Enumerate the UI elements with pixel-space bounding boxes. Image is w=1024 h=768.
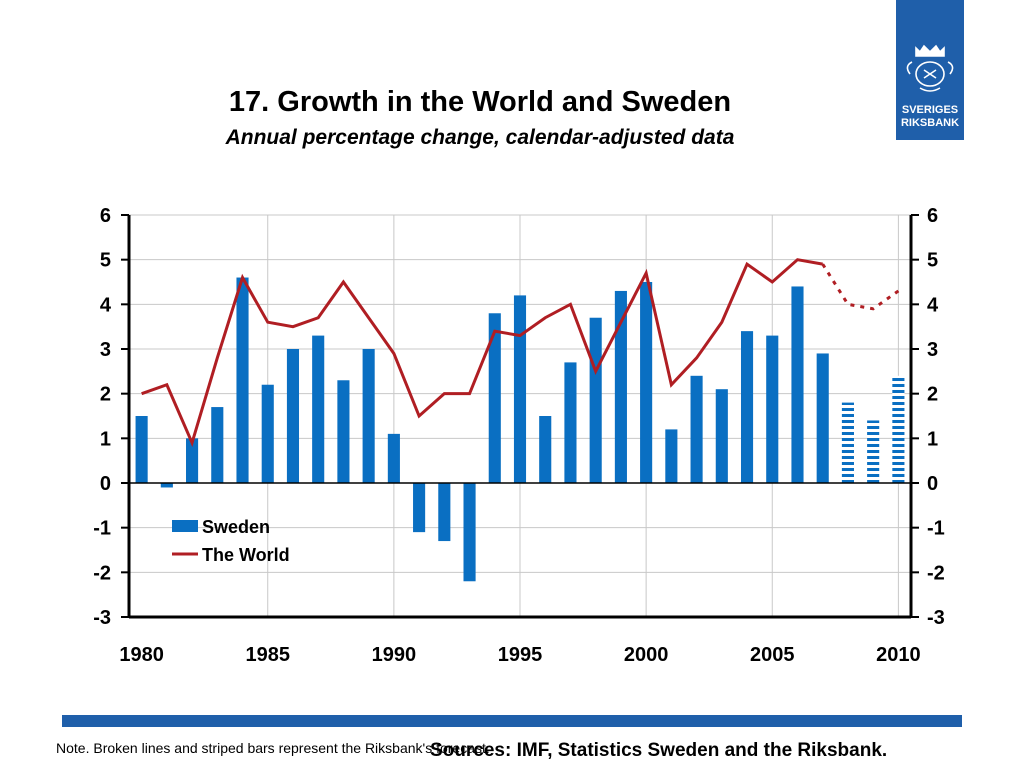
x-tick-label: 2000: [624, 644, 669, 666]
y-tick-label-right: -1: [927, 518, 945, 540]
bar-sweden-1985: [261, 384, 274, 483]
bar-sweden-2010: [892, 375, 905, 483]
y-tick-label-right: -2: [927, 562, 945, 584]
bar-sweden-1984: [236, 277, 249, 483]
y-tick-label-right: 2: [927, 384, 938, 406]
x-tick-label: 2005: [750, 644, 795, 666]
line-world-historical: [141, 258, 823, 448]
y-tick-label-left: -1: [93, 518, 111, 540]
y-tick-label-left: 1: [100, 428, 111, 450]
bar-sweden-1982: [186, 438, 199, 483]
bar-sweden-1980: [135, 416, 148, 483]
crown-seal-icon: [906, 44, 954, 92]
bar-sweden-1996: [539, 416, 552, 483]
bar-sweden-1986: [286, 349, 300, 483]
y-tick-label-left: 3: [100, 339, 111, 361]
x-tick-label: 1995: [498, 644, 543, 666]
x-tick-label: 1990: [372, 644, 417, 666]
legend-label-world: The World: [202, 545, 290, 565]
bar-sweden-2005: [766, 335, 779, 483]
chart: -3 -3 -2 -2 -1 -1 0 0 1 1 2 2 3 3 4 4 5 5 6 6 1980 1985 1990 19…: [93, 205, 945, 666]
y-tick-label-left: 5: [100, 250, 111, 272]
chart-title: 17. Growth in the World and Sweden: [228, 86, 732, 118]
footer-rule: [62, 715, 962, 727]
y-tick-label-right: 4: [927, 294, 939, 316]
y-tick-label-right: 5: [927, 250, 938, 272]
y-tick-label-left: 6: [100, 205, 111, 227]
chart-subtitle: Annual percentage change, calendar-adjus…: [225, 126, 735, 149]
bar-sweden-2001: [665, 429, 678, 483]
bar-sweden-1981: [160, 483, 173, 488]
bar-sweden-1991: [413, 483, 426, 533]
axes: -3 -3 -2 -2 -1 -1 0 0 1 1 2 2 3 3 4 4 5 5 6 6 1980 1985 1990 19…: [93, 205, 945, 666]
legend-swatch-sweden: [172, 520, 198, 532]
legend-label-sweden: Sweden: [202, 517, 270, 537]
bar-sweden-1993: [463, 483, 476, 582]
logo-text-sveriges: SVERIGES: [901, 104, 959, 116]
riksbank-logo: SVERIGES RIKSBANK: [896, 0, 964, 140]
footer-sources: Sources: IMF, Statistics Sweden and the …: [430, 740, 888, 761]
bar-sweden-1995: [513, 295, 527, 483]
line-world-forecast: [821, 263, 900, 311]
bar-sweden-1997: [564, 362, 577, 483]
y-tick-label-left: -3: [93, 607, 111, 629]
bar-sweden-2003: [715, 389, 728, 483]
bar-sweden-2008: [841, 402, 854, 483]
bar-sweden-2007: [816, 353, 829, 483]
x-tick-label: 1980: [119, 644, 164, 666]
bar-sweden-1983: [211, 407, 224, 483]
bar-sweden-1994: [488, 313, 501, 483]
bar-sweden-1989: [362, 349, 375, 483]
bar-sweden-2006: [791, 286, 804, 483]
sweden-bars: [135, 277, 905, 582]
bar-sweden-1999: [614, 290, 627, 483]
y-tick-label-left: -2: [93, 562, 111, 584]
bar-sweden-2009: [867, 420, 880, 483]
y-tick-label-left: 4: [100, 294, 112, 316]
y-tick-label-right: 3: [927, 339, 938, 361]
footer-note: Note. Broken lines and striped bars repr…: [56, 740, 490, 756]
bar-sweden-2002: [690, 375, 703, 483]
bar-sweden-1990: [387, 433, 400, 483]
bar-sweden-1998: [589, 317, 602, 483]
x-tick-label: 1985: [245, 644, 290, 666]
bar-sweden-1992: [438, 483, 451, 542]
x-tick-label: 2010: [876, 644, 921, 666]
legend: Sweden The World: [172, 517, 290, 565]
y-tick-label-left: 0: [100, 473, 111, 495]
world-line: [141, 258, 900, 448]
bar-sweden-1988: [337, 380, 350, 483]
y-tick-label-right: -3: [927, 607, 945, 629]
bar-sweden-2000: [640, 282, 653, 483]
y-tick-label-right: 0: [927, 473, 938, 495]
bar-sweden-1987: [312, 335, 325, 483]
y-tick-label-left: 2: [100, 384, 111, 406]
y-tick-label-right: 6: [927, 205, 938, 227]
bar-sweden-2004: [740, 331, 754, 483]
logo-text-riksbank: RIKSBANK: [900, 117, 960, 129]
y-tick-label-right: 1: [927, 428, 938, 450]
